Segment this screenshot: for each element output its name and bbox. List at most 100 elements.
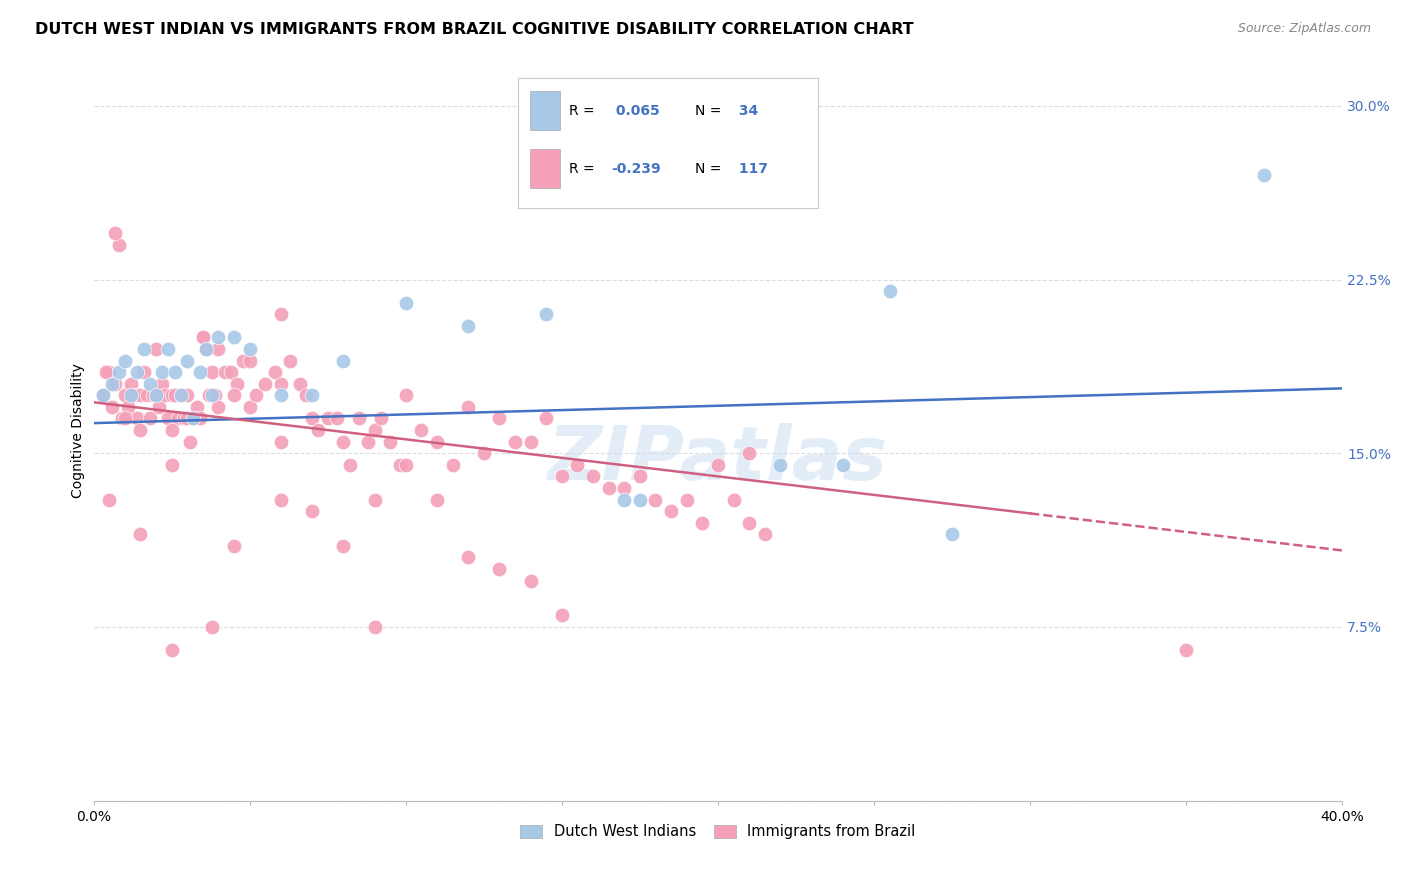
Point [91, 388, 114, 402]
Point [120, 376, 142, 391]
Point [1175, 643, 1198, 657]
Point [145, 388, 167, 402]
Point [738, 446, 761, 460]
Point [239, 400, 262, 414]
Point [188, 411, 211, 425]
Point [194, 342, 217, 356]
Point [628, 469, 651, 483]
Point [167, 411, 190, 425]
Point [411, 423, 433, 437]
Point [163, 388, 186, 402]
Point [160, 643, 183, 657]
Point [232, 353, 254, 368]
Point [155, 388, 177, 402]
Point [132, 365, 155, 379]
Point [98, 365, 121, 379]
Point [245, 388, 267, 402]
Point [163, 365, 186, 379]
Point [111, 411, 134, 425]
Point [135, 388, 157, 402]
Point [142, 388, 165, 402]
Point [183, 411, 205, 425]
Point [170, 388, 193, 402]
Point [613, 492, 636, 507]
Point [519, 434, 541, 449]
Point [692, 516, 714, 530]
Point [179, 434, 201, 449]
Point [534, 411, 557, 425]
Point [270, 376, 292, 391]
Point [644, 492, 666, 507]
Point [219, 365, 242, 379]
Point [188, 365, 211, 379]
Point [148, 400, 170, 414]
Point [567, 458, 589, 472]
Point [270, 388, 292, 402]
Point [191, 330, 214, 344]
Point [347, 411, 370, 425]
Point [127, 365, 149, 379]
Point [160, 458, 183, 472]
Point [150, 365, 173, 379]
Point [98, 492, 121, 507]
Point [207, 330, 229, 344]
Point [363, 423, 385, 437]
Point [176, 353, 198, 368]
Point [326, 411, 349, 425]
Point [101, 400, 124, 414]
Point [288, 376, 311, 391]
Point [170, 388, 193, 402]
Point [94, 365, 117, 379]
Point [207, 400, 229, 414]
Point [186, 400, 208, 414]
Point [457, 318, 479, 333]
Point [675, 492, 697, 507]
Point [301, 504, 323, 518]
Point [150, 376, 173, 391]
Point [139, 411, 162, 425]
Point [176, 411, 198, 425]
Point [278, 353, 301, 368]
Point [214, 365, 236, 379]
Point [104, 226, 127, 240]
Point [707, 458, 730, 472]
Point [301, 388, 323, 402]
Point [769, 458, 792, 472]
Point [204, 388, 226, 402]
Point [129, 527, 152, 541]
Point [263, 365, 285, 379]
Point [198, 388, 221, 402]
Point [301, 411, 323, 425]
Point [239, 353, 262, 368]
Point [117, 400, 139, 414]
Legend: Dutch West Indians, Immigrants from Brazil: Dutch West Indians, Immigrants from Braz… [515, 819, 921, 845]
Point [598, 481, 620, 495]
Point [723, 492, 745, 507]
Point [395, 388, 418, 402]
Point [551, 608, 574, 623]
Point [270, 307, 292, 321]
Point [132, 342, 155, 356]
Point [457, 550, 479, 565]
Point [194, 342, 217, 356]
Point [378, 434, 401, 449]
Point [201, 388, 224, 402]
Y-axis label: Cognitive Disability: Cognitive Disability [72, 363, 86, 498]
Point [139, 376, 162, 391]
Point [628, 492, 651, 507]
Point [370, 411, 392, 425]
Point [157, 342, 180, 356]
Point [173, 411, 195, 425]
Point [488, 562, 510, 576]
Point [107, 365, 129, 379]
Point [145, 388, 167, 402]
Text: DUTCH WEST INDIAN VS IMMIGRANTS FROM BRAZIL COGNITIVE DISABILITY CORRELATION CHA: DUTCH WEST INDIAN VS IMMIGRANTS FROM BRA… [35, 22, 914, 37]
Point [176, 388, 198, 402]
Point [488, 411, 510, 425]
Point [129, 423, 152, 437]
Point [534, 307, 557, 321]
Point [357, 434, 380, 449]
Point [831, 458, 853, 472]
Point [1253, 169, 1275, 183]
Point [941, 527, 963, 541]
